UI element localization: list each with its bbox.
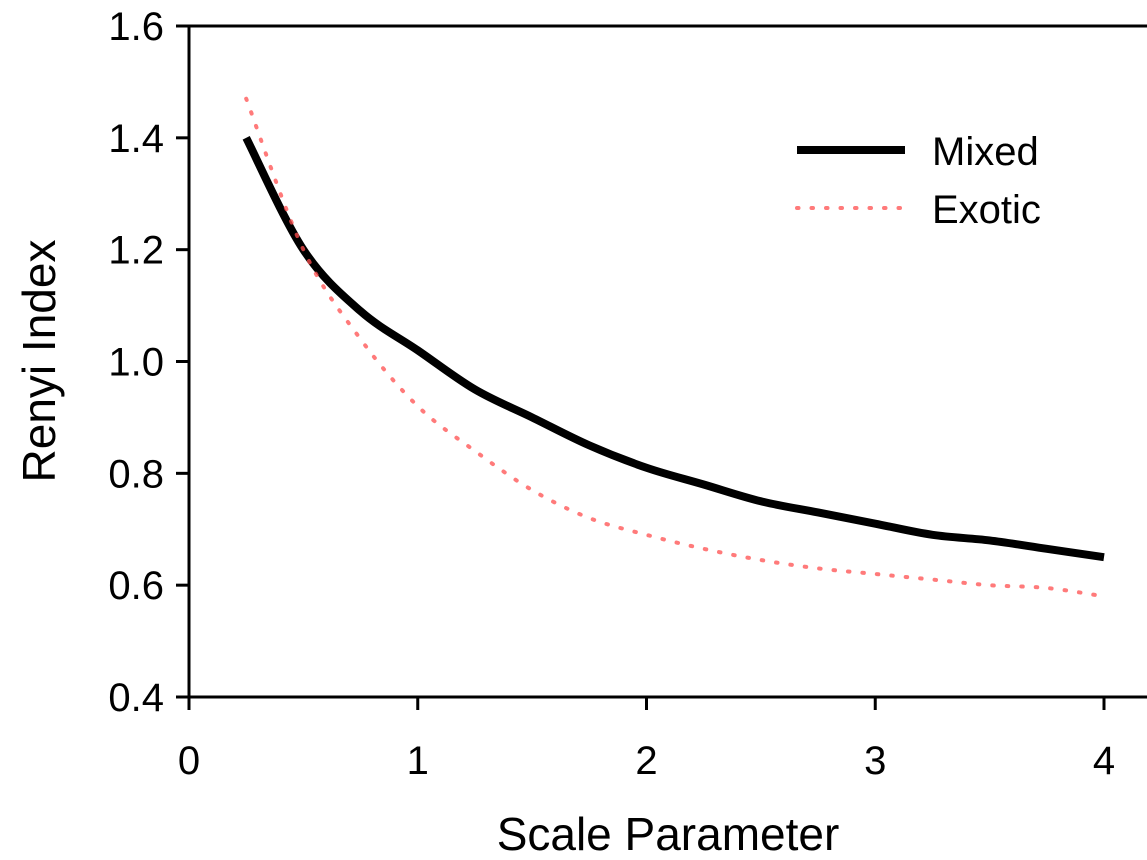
x-ticks: 0 1 2 3 4	[178, 697, 1115, 783]
x-tick-label: 0	[178, 739, 200, 783]
y-ticks: 0.4 0.6 0.8 1.0 1.2 1.4 1.6	[108, 5, 189, 720]
y-tick-label: 0.4	[108, 676, 164, 720]
plot-frame	[187, 24, 1147, 699]
y-tick-label: 0.6	[108, 564, 164, 608]
x-tick-label: 2	[635, 739, 657, 783]
series-line-mixed	[242, 136, 1105, 562]
series-layer	[242, 96, 1106, 599]
legend-label-exotic: Exotic	[932, 188, 1041, 232]
y-tick-label: 1.6	[108, 5, 164, 49]
legend-label-mixed: Mixed	[932, 130, 1039, 174]
y-tick-label: 1.4	[108, 117, 164, 161]
y-axis-label: Renyi Index	[13, 240, 65, 483]
x-axis-label: Scale Parameter	[497, 808, 840, 860]
x-tick-label: 3	[864, 739, 886, 783]
x-tick-label: 1	[407, 739, 429, 783]
y-tick-label: 1.2	[108, 229, 164, 273]
y-tick-label: 0.8	[108, 452, 164, 496]
y-tick-label: 1.0	[108, 341, 164, 385]
x-tick-label: 4	[1093, 739, 1115, 783]
legend: Mixed Exotic	[795, 130, 1041, 232]
